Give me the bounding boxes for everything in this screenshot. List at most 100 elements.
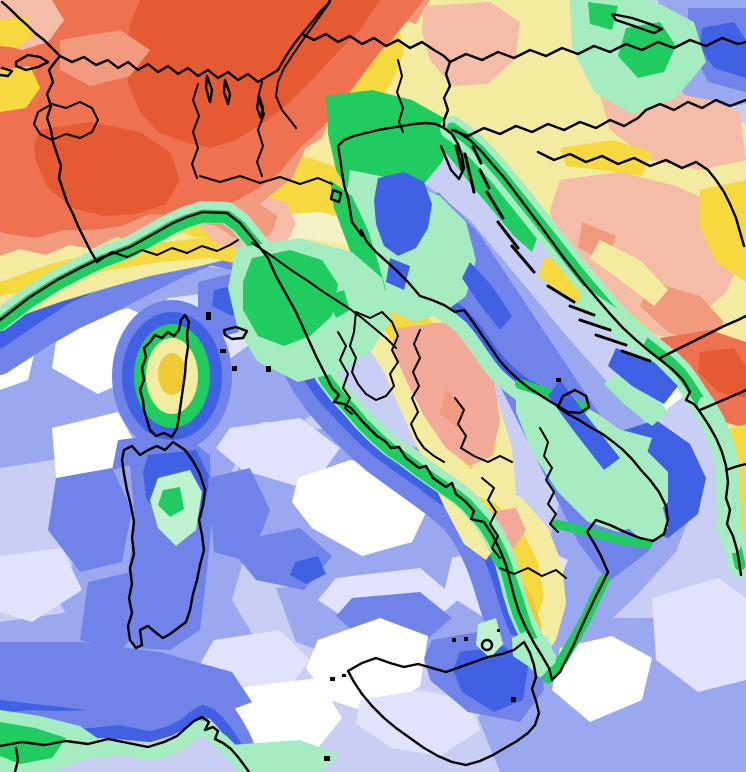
italy-coastline (0, 121, 670, 682)
umbria-border (349, 311, 399, 401)
sicily-coastline (346, 640, 541, 767)
veneto-friuli-border (396, 59, 404, 133)
abruzzo-molise-border (454, 397, 467, 449)
giglio-islet (266, 366, 271, 372)
east-sardinia-blue (208, 468, 270, 562)
italy-slovenia-border (442, 60, 452, 128)
sea-pale-patch-6 (652, 578, 746, 692)
albania-border-stub (724, 462, 746, 472)
lake-balaton (610, 12, 664, 35)
croatian-islands (454, 144, 652, 363)
slovenia-croatia-border (450, 108, 648, 138)
tuscany-green-core (243, 250, 338, 346)
france-italy-border (45, 54, 99, 264)
sardinia-coastline (120, 440, 207, 650)
southeast-sicily-islet (511, 697, 516, 702)
elba-island (222, 325, 249, 341)
austria-italy-border (300, 32, 452, 64)
pantelleria-islet (324, 756, 330, 761)
sardinia-green-spot (158, 487, 184, 517)
island-cres-south (463, 152, 476, 194)
west-sardinia-blue-1 (48, 468, 132, 572)
montecristo-islet (232, 366, 237, 371)
lake-geneva (14, 53, 50, 72)
africa-green-strip (0, 719, 254, 772)
puglia-basilicata-border (539, 427, 559, 533)
basilicata-calabria-border (499, 567, 567, 579)
adriatic-royal-streak-1 (462, 262, 512, 330)
adriatic-royal-streak-2 (548, 380, 620, 470)
montenegro-reddeep-spot (698, 348, 746, 398)
balkan-coastline (453, 128, 743, 577)
slovenia-pink-patch (422, 2, 520, 86)
egadi-islet-2 (342, 674, 346, 677)
island-pag (485, 190, 505, 220)
bosnia-yellow-streak (590, 240, 668, 306)
valle-daosta-border (33, 101, 99, 141)
africa-palegreen-east (230, 740, 340, 772)
liguria-yellow-band (0, 238, 258, 296)
lake-como (222, 78, 232, 106)
tunisia-border (13, 746, 20, 772)
nw-salmonpale-streak (60, 30, 150, 86)
liguria-inland-border (96, 239, 239, 263)
tremiti-islet (556, 378, 561, 382)
salento-mint (624, 496, 668, 546)
sea-pale-patch-2 (216, 418, 340, 490)
white-zone-ionian (552, 636, 652, 722)
lake-garda (255, 94, 265, 120)
west-edge-yellow-2 (0, 66, 40, 112)
island-kornati (510, 244, 536, 274)
trentino-border (275, 1, 331, 129)
adriatic-mint-streak-2 (604, 372, 668, 426)
tyrrhenian-royal-spot (290, 556, 326, 584)
adriatic-mint-streak-1 (576, 286, 648, 356)
alpine-reddeep-core-1 (126, 0, 380, 148)
island-hvar (578, 318, 612, 332)
montenegro-albania-border (698, 388, 746, 412)
hungary-green-core (618, 22, 676, 78)
molise-puglia-border (460, 447, 513, 463)
campania-basilicata-border (481, 477, 501, 559)
west-sardinia-blue-2 (80, 572, 152, 652)
puglia-south-green-strip (551, 519, 653, 549)
north-adriatic-royal-patch (374, 172, 432, 256)
egadi-islet-1 (330, 677, 335, 681)
sicily-pale-south (356, 690, 480, 756)
tuscany-lazio-border (337, 331, 353, 415)
capraia-islet (206, 312, 211, 320)
lipari-island (480, 638, 494, 652)
france-switzerland-border (0, 0, 62, 58)
island-krk (471, 145, 483, 165)
regional-borders (33, 1, 567, 579)
africa-coastline (0, 715, 251, 772)
lake-geneva-west (0, 66, 14, 78)
bosnia-montenegro-border (658, 314, 746, 360)
island-cres (454, 144, 464, 172)
pianosa-islet (220, 349, 226, 353)
override-layer (134, 172, 678, 666)
northeast-corner-royal (700, 22, 746, 78)
island-solta (546, 284, 576, 304)
venice-lagoon (329, 188, 343, 204)
lake-maggiore (204, 74, 214, 104)
corsica-gold-core (158, 353, 186, 395)
piedmont-lombardy-border (191, 83, 200, 179)
hungary-croatia-border (644, 98, 746, 112)
puglia-mint-mass (516, 380, 668, 532)
austria-hungary-border (448, 36, 746, 64)
island-korcula (594, 333, 628, 347)
sea-pale-patch-4 (0, 548, 82, 622)
croatia-bosnia-border (536, 150, 746, 248)
africa-blue-band (0, 684, 256, 759)
hungary-green-spot (588, 2, 618, 30)
island-mljet (620, 349, 652, 363)
serbia-yellow-edge (700, 180, 746, 282)
lazio-abruzzo-border (410, 329, 445, 463)
islet-layer (206, 312, 561, 761)
stromboli-islet (497, 629, 500, 632)
aeolian-islet-1 (452, 638, 456, 642)
island-brac (568, 304, 596, 317)
